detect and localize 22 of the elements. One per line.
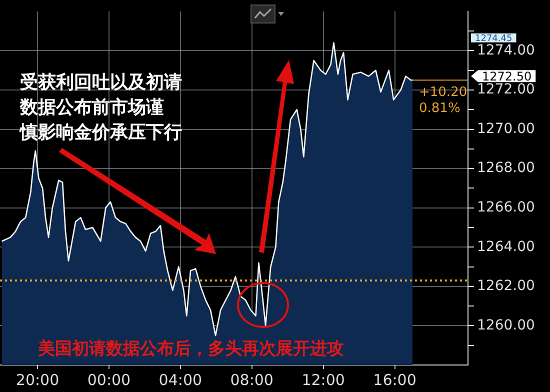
annotation: +10.20: [419, 85, 468, 100]
x-tick-label: 20:00: [16, 370, 60, 389]
y-tick-label: 1268.00: [477, 160, 535, 176]
y-tick-label: 1270.00: [477, 120, 535, 137]
x-tick-label: 00:00: [87, 370, 131, 389]
x-tick-label: 16:00: [373, 370, 416, 389]
y-tick-label: 1272.00: [477, 82, 535, 98]
annotation: 受获利回吐以及初请: [20, 72, 182, 93]
x-tick-label: 12:00: [302, 370, 345, 389]
x-tick-label: 04:00: [158, 370, 202, 389]
y-tick-label: 1262.00: [477, 278, 535, 294]
y-tick-label: 1260.00: [477, 317, 535, 334]
text: 1272.50: [482, 69, 532, 84]
text: 1274.45: [475, 34, 512, 44]
y-tick-label: 1266.00: [477, 199, 535, 216]
y-tick-label: 1274.00: [477, 42, 535, 58]
annotation: 0.81%: [419, 101, 460, 116]
annotation: 数据公布前市场谨: [19, 97, 164, 118]
annotation: 美国初请数据公布后，多头再次展开进攻: [37, 339, 344, 359]
y-tick-label: 1264.00: [477, 238, 535, 255]
annotation: 慎影响金价承压下行: [19, 122, 182, 143]
x-tick-label: 08:00: [230, 370, 274, 389]
